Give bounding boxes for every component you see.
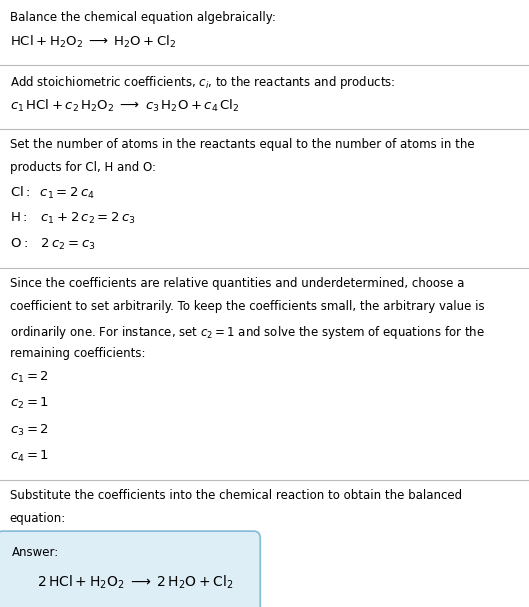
Text: Substitute the coefficients into the chemical reaction to obtain the balanced: Substitute the coefficients into the che…	[10, 489, 462, 501]
Text: $\mathrm{O:}\;\;\; 2\,c_2 = c_3$: $\mathrm{O:}\;\;\; 2\,c_2 = c_3$	[10, 237, 95, 252]
Text: Since the coefficients are relative quantities and underdetermined, choose a: Since the coefficients are relative quan…	[10, 277, 464, 290]
Text: coefficient to set arbitrarily. To keep the coefficients small, the arbitrary va: coefficient to set arbitrarily. To keep …	[10, 300, 484, 313]
Text: $\mathrm{Cl:}\;\; c_1 = 2\,c_4$: $\mathrm{Cl:}\;\; c_1 = 2\,c_4$	[10, 185, 94, 201]
Text: Set the number of atoms in the reactants equal to the number of atoms in the: Set the number of atoms in the reactants…	[10, 138, 474, 151]
Text: equation:: equation:	[10, 512, 66, 525]
Text: $c_1\,\mathrm{HCl} + c_2\,\mathrm{H_2O_2} \;\longrightarrow\; c_3\,\mathrm{H_2O}: $c_1\,\mathrm{HCl} + c_2\,\mathrm{H_2O_2…	[10, 98, 239, 114]
Text: remaining coefficients:: remaining coefficients:	[10, 347, 145, 360]
Text: $2\,\mathrm{HCl} + \mathrm{H_2O_2} \;\longrightarrow\; 2\,\mathrm{H_2O} + \mathr: $2\,\mathrm{HCl} + \mathrm{H_2O_2} \;\lo…	[37, 574, 234, 591]
Text: ordinarily one. For instance, set $c_2 = 1$ and solve the system of equations fo: ordinarily one. For instance, set $c_2 =…	[10, 324, 485, 341]
Text: products for Cl, H and O:: products for Cl, H and O:	[10, 161, 156, 174]
Text: Answer:: Answer:	[12, 546, 59, 559]
Text: $\mathrm{H:}\;\;\; c_1 + 2\,c_2 = 2\,c_3$: $\mathrm{H:}\;\;\; c_1 + 2\,c_2 = 2\,c_3…	[10, 211, 135, 226]
FancyBboxPatch shape	[0, 531, 260, 607]
Text: $\mathrm{HCl} + \mathrm{H_2O_2} \;\longrightarrow\; \mathrm{H_2O} + \mathrm{Cl_2: $\mathrm{HCl} + \mathrm{H_2O_2} \;\longr…	[10, 34, 176, 50]
Text: Add stoichiometric coefficients, $c_i$, to the reactants and products:: Add stoichiometric coefficients, $c_i$, …	[10, 75, 395, 92]
Text: $c_3 = 2$: $c_3 = 2$	[10, 422, 49, 438]
Text: $c_2 = 1$: $c_2 = 1$	[10, 396, 49, 412]
Text: Balance the chemical equation algebraically:: Balance the chemical equation algebraica…	[10, 11, 276, 24]
Text: $c_4 = 1$: $c_4 = 1$	[10, 449, 49, 464]
Text: $c_1 = 2$: $c_1 = 2$	[10, 370, 49, 385]
